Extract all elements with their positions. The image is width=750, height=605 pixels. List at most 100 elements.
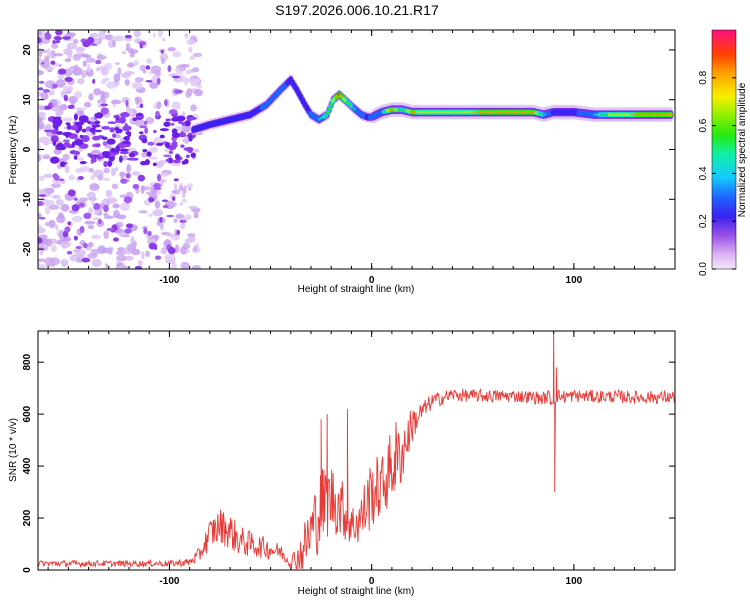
noise-speckle <box>166 233 174 237</box>
signal-blob <box>132 117 138 121</box>
noise-speckle <box>186 183 193 189</box>
noise-blob <box>147 230 152 237</box>
noise-speckle <box>55 108 63 118</box>
snr-ytick-label: 400 <box>22 457 33 474</box>
noise-blob <box>100 103 108 107</box>
noise-blob <box>124 228 132 234</box>
noise-speckle <box>110 99 122 105</box>
noise-blob <box>63 94 69 102</box>
noise-speckle <box>115 266 126 269</box>
noise-blob <box>52 173 59 179</box>
noise-speckle <box>183 214 192 221</box>
signal-blob <box>178 132 187 138</box>
signal-blob <box>103 160 108 168</box>
noise-blob <box>95 59 102 65</box>
noise-speckle <box>89 183 100 191</box>
noise-speckle <box>140 186 145 194</box>
noise-speckle <box>134 96 142 102</box>
noise-speckle <box>87 225 95 230</box>
noise-speckle <box>115 250 126 256</box>
signal-blob <box>115 145 120 153</box>
noise-speckle <box>187 232 196 238</box>
noise-speckle <box>121 50 127 55</box>
noise-speckle <box>174 183 178 190</box>
noise-speckle <box>93 88 102 96</box>
noise-speckle <box>189 55 196 60</box>
noise-speckle <box>91 234 101 240</box>
signal-blob <box>184 146 194 152</box>
noise-speckle <box>38 224 42 230</box>
noise-speckle <box>38 155 42 162</box>
snr-marks <box>38 331 675 570</box>
noise-speckle <box>62 117 73 122</box>
noise-blob <box>120 178 128 184</box>
noise-speckle <box>58 64 62 68</box>
noise-blob <box>145 65 151 70</box>
noise-blob <box>103 204 109 213</box>
noise-speckle <box>63 68 73 77</box>
noise-speckle <box>129 51 135 58</box>
snr-ytick-label: 200 <box>22 509 33 526</box>
noise-speckle <box>69 66 79 70</box>
noise-speckle <box>193 148 200 153</box>
noise-speckle <box>43 173 54 179</box>
noise-speckle <box>145 117 155 125</box>
noise-speckle <box>68 95 78 104</box>
signal-blob <box>156 142 164 146</box>
noise-speckle <box>42 155 51 159</box>
snr-frame <box>37 330 676 571</box>
noise-speckle <box>44 123 55 132</box>
noise-blob <box>160 50 164 54</box>
signal-blob <box>188 134 193 142</box>
noise-blob <box>52 83 58 89</box>
noise-blob <box>145 80 153 83</box>
signal-blob <box>171 132 181 139</box>
noise-speckle <box>113 209 120 219</box>
noise-blob <box>119 150 129 155</box>
noise-speckle <box>191 264 201 269</box>
signal-blob <box>52 116 62 120</box>
noise-blob <box>42 88 50 93</box>
noise-blob <box>139 103 144 109</box>
signal-blob <box>140 160 148 166</box>
noise-blob <box>137 174 146 182</box>
spectrogram-xtick-label: 0 <box>369 275 375 286</box>
noise-speckle <box>105 263 109 269</box>
signal-blob <box>101 125 111 130</box>
signal-blob <box>70 125 79 131</box>
noise-speckle <box>156 101 162 110</box>
noise-speckle <box>126 243 137 252</box>
ridge-peak <box>326 111 330 115</box>
noise-speckle <box>40 92 49 101</box>
noise-speckle <box>64 165 70 174</box>
noise-speckle <box>41 137 51 144</box>
noise-blob <box>38 201 44 207</box>
noise-blob <box>38 237 43 244</box>
spectrogram-ytick-label: 0 <box>22 146 33 152</box>
signal-blob <box>73 113 78 121</box>
noise-speckle <box>75 107 87 111</box>
noise-speckle <box>60 258 69 266</box>
noise-blob <box>171 75 181 79</box>
signal-blob <box>168 150 173 155</box>
snr-xtick-label: -100 <box>159 576 179 587</box>
noise-blob <box>124 34 132 39</box>
noise-speckle <box>80 53 89 58</box>
signal-blob <box>131 157 139 161</box>
noise-speckle <box>126 163 132 173</box>
noise-speckle <box>55 79 66 88</box>
signal-blob <box>101 136 108 141</box>
noise-blob <box>102 141 107 146</box>
noise-blob <box>38 194 47 197</box>
noise-blob <box>78 202 85 208</box>
noise-speckle <box>154 136 162 144</box>
noise-blob <box>138 41 147 46</box>
noise-blob <box>58 178 65 182</box>
noise-blob <box>71 204 80 212</box>
snr-panel: -100 0 100 0 200 400 600 800 Height of straight… <box>8 330 676 597</box>
spectrogram-ylabel: Frequency (Hz) <box>8 116 19 185</box>
snr-ylabel: SNR (10 * v/v) <box>8 418 19 482</box>
signal-blob <box>73 139 84 146</box>
noise-speckle <box>88 208 92 214</box>
signal-blob <box>52 118 61 124</box>
